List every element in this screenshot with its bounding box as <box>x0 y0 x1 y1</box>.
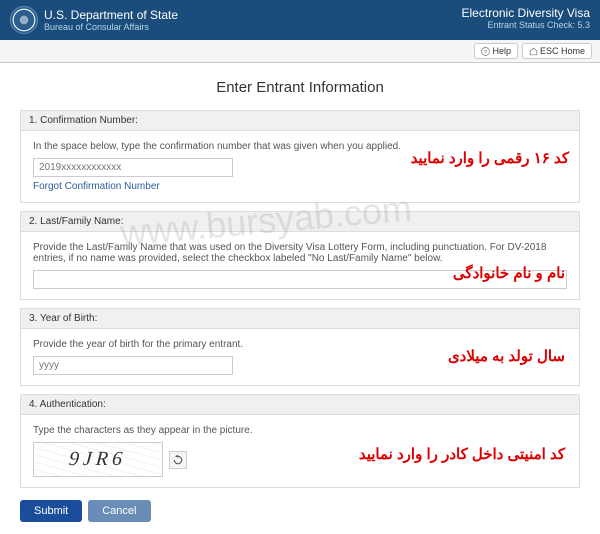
confirmation-number-input[interactable] <box>33 158 233 177</box>
forgot-confirmation-link[interactable]: Forgot Confirmation Number <box>33 181 160 192</box>
section-2-header: 2. Last/Family Name: <box>20 211 580 232</box>
section-1-header: 1. Confirmation Number: <box>20 110 580 131</box>
toolbar: ? Help ESC Home <box>0 40 600 63</box>
section-3-header: 3. Year of Birth: <box>20 308 580 329</box>
section-2-instruction: Provide the Last/Family Name that was us… <box>33 242 567 264</box>
dept-title: U.S. Department of State <box>44 8 178 22</box>
state-seal-icon <box>10 6 38 34</box>
section-4-header: 4. Authentication: <box>20 394 580 415</box>
captcha-text: 9JR6 <box>68 448 127 471</box>
submit-button[interactable]: Submit <box>20 500 82 522</box>
home-icon <box>529 47 538 56</box>
help-icon: ? <box>481 47 490 56</box>
app-subtitle: Entrant Status Check: 5.3 <box>462 20 590 30</box>
section-4-body: Type the characters as they appear in th… <box>20 415 580 488</box>
content: Enter Entrant Information 1. Confirmatio… <box>0 63 600 534</box>
button-row: Submit Cancel <box>20 496 580 526</box>
section-2-body: Provide the Last/Family Name that was us… <box>20 232 580 300</box>
section-4-instruction: Type the characters as they appear in th… <box>33 425 567 436</box>
year-of-birth-input[interactable] <box>33 356 233 375</box>
home-button[interactable]: ESC Home <box>522 43 592 59</box>
captcha-refresh-button[interactable] <box>169 451 187 469</box>
family-name-input[interactable] <box>33 270 567 289</box>
header-right: Electronic Diversity Visa Entrant Status… <box>462 6 590 30</box>
home-label: ESC Home <box>540 46 585 56</box>
section-1-instruction: In the space below, type the confirmatio… <box>33 141 567 152</box>
svg-text:?: ? <box>484 49 487 55</box>
bureau-subtitle: Bureau of Consular Affairs <box>44 22 178 32</box>
cancel-button[interactable]: Cancel <box>88 500 150 522</box>
refresh-icon <box>172 454 184 466</box>
captcha-image: 9JR6 <box>33 442 163 477</box>
page-header: U.S. Department of State Bureau of Consu… <box>0 0 600 40</box>
section-3-body: Provide the year of birth for the primar… <box>20 329 580 386</box>
header-left: U.S. Department of State Bureau of Consu… <box>10 6 178 34</box>
help-label: Help <box>492 46 511 56</box>
section-1-body: In the space below, type the confirmatio… <box>20 131 580 203</box>
section-3-instruction: Provide the year of birth for the primar… <box>33 339 567 350</box>
app-title: Electronic Diversity Visa <box>462 6 590 20</box>
page-title: Enter Entrant Information <box>20 79 580 96</box>
help-button[interactable]: ? Help <box>474 43 518 59</box>
